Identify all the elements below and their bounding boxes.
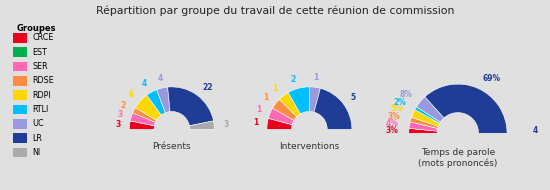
Text: 3: 3 [115,120,120,129]
Text: NI: NI [32,148,41,157]
Text: 3%: 3% [387,112,400,121]
Wedge shape [409,128,437,133]
Text: 1: 1 [273,84,278,93]
Text: 5%: 5% [390,105,403,113]
FancyBboxPatch shape [13,105,27,114]
Wedge shape [273,99,297,120]
Text: CRCE: CRCE [32,33,54,42]
FancyBboxPatch shape [13,47,27,57]
Text: SER: SER [32,62,48,71]
FancyBboxPatch shape [13,76,27,86]
Text: Présents: Présents [152,142,191,151]
Text: RDPI: RDPI [32,90,51,100]
Text: 69%: 69% [482,74,501,83]
Text: 8%: 8% [399,90,412,99]
Text: Temps de parole
(mots prononcés): Temps de parole (mots prononcés) [418,148,498,168]
Text: 3: 3 [117,109,122,119]
Wedge shape [416,97,444,122]
Text: 1: 1 [252,118,258,127]
Text: Groupes: Groupes [17,24,57,33]
Text: 6: 6 [128,90,134,99]
Wedge shape [129,121,155,129]
Wedge shape [135,95,161,120]
FancyBboxPatch shape [13,148,27,157]
Wedge shape [410,117,438,128]
Text: 3%: 3% [385,126,398,135]
Wedge shape [157,87,170,113]
FancyBboxPatch shape [13,119,27,129]
Wedge shape [411,110,440,127]
FancyBboxPatch shape [13,62,27,71]
Wedge shape [168,87,213,126]
FancyBboxPatch shape [13,90,27,100]
Text: LR: LR [32,134,42,142]
Wedge shape [133,108,157,122]
Wedge shape [415,107,441,123]
Text: 22: 22 [202,83,213,92]
Text: 2%: 2% [393,98,406,107]
Text: EST: EST [32,48,47,57]
Text: 4%: 4% [386,119,399,128]
Wedge shape [147,90,166,115]
Wedge shape [288,87,309,114]
Wedge shape [314,88,352,129]
Wedge shape [268,108,294,125]
Text: 3: 3 [223,120,229,129]
Text: RDSE: RDSE [32,76,54,85]
Wedge shape [425,84,507,133]
FancyBboxPatch shape [13,33,27,43]
Text: 1: 1 [263,93,268,102]
Text: 1: 1 [314,74,319,82]
Wedge shape [130,113,156,126]
Text: 2: 2 [291,75,296,84]
Text: 5: 5 [350,93,356,102]
Wedge shape [409,122,438,131]
Text: 1: 1 [256,105,261,114]
Text: Interventions: Interventions [279,142,339,151]
FancyBboxPatch shape [13,133,27,143]
Text: 2: 2 [120,101,125,110]
Text: 4: 4 [157,74,162,83]
Wedge shape [309,87,320,112]
Text: 4: 4 [532,126,538,135]
Wedge shape [189,121,214,129]
Wedge shape [267,118,292,129]
Text: UC: UC [32,119,44,128]
Text: RTLI: RTLI [32,105,49,114]
Text: Répartition par groupe du travail de cette réunion de commission: Répartition par groupe du travail de cet… [96,6,454,16]
Wedge shape [279,93,300,117]
Text: 4: 4 [142,79,147,88]
